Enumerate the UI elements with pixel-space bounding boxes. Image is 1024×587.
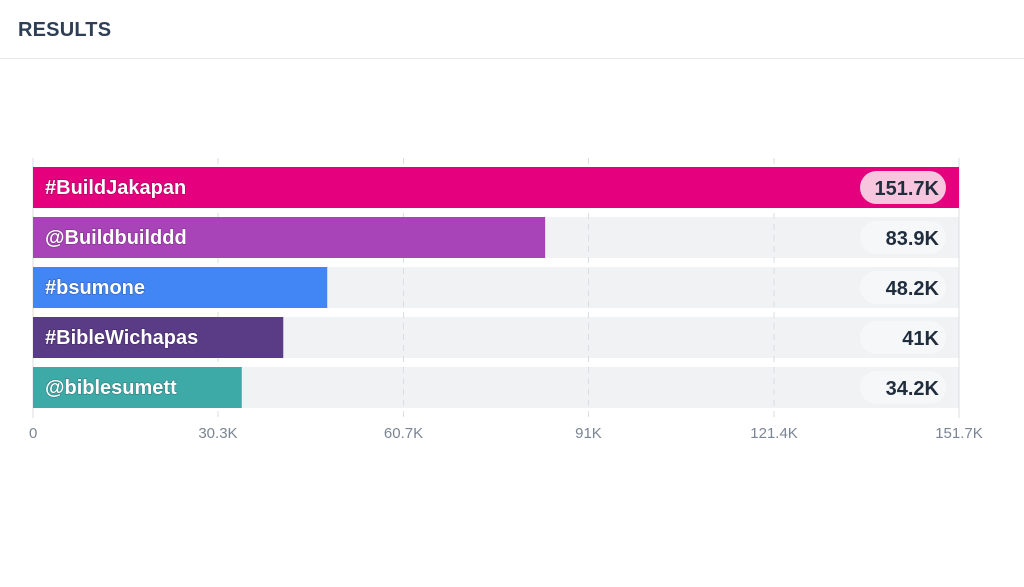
page-title: RESULTS <box>18 19 112 41</box>
bar <box>33 217 546 258</box>
value-badge <box>860 171 946 204</box>
value-badge <box>860 371 946 404</box>
bar-label: #BibleWichapas <box>45 327 198 349</box>
tick-label: 121.4K <box>750 425 798 442</box>
bar-label: @biblesumett <box>45 377 177 399</box>
value-label: 34.2K <box>886 378 940 400</box>
bar-label: @Buildbuilddd <box>45 227 187 249</box>
bar <box>33 367 242 408</box>
bar <box>33 317 284 358</box>
value-label: 41K <box>902 328 939 350</box>
tick-label: 0 <box>29 425 37 442</box>
value-label: 48.2K <box>886 278 940 300</box>
tick-label: 30.3K <box>198 425 237 442</box>
tick-label: 91K <box>575 425 602 442</box>
value-badge <box>860 221 946 254</box>
tick-label: 60.7K <box>384 425 423 442</box>
bar <box>33 167 959 208</box>
tick-label: 151.7K <box>935 425 983 442</box>
value-label: 151.7K <box>875 178 940 200</box>
results-header: RESULTS <box>0 0 1024 59</box>
value-badge <box>860 271 946 304</box>
bar <box>33 267 328 308</box>
value-badge <box>860 321 946 354</box>
bar-label: #BuildJakapan <box>45 177 186 199</box>
value-label: 83.9K <box>886 228 940 250</box>
bar-label: #bsumone <box>45 277 145 299</box>
